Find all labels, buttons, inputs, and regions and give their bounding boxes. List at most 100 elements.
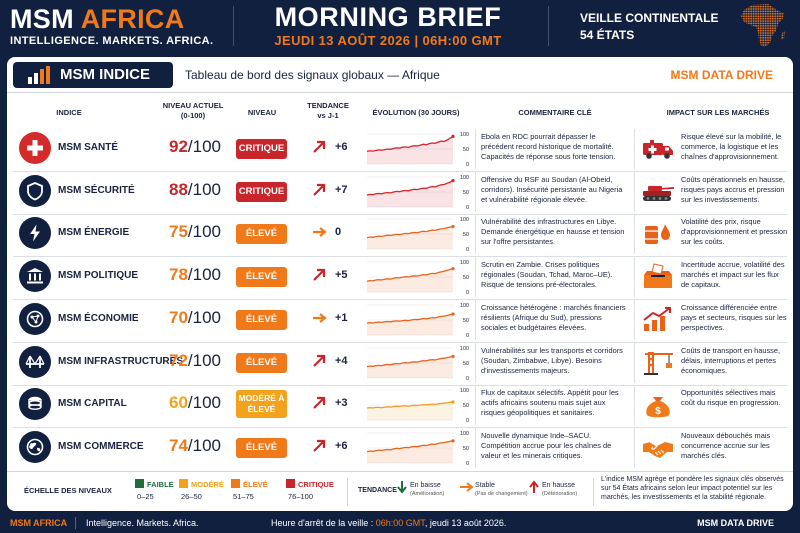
trend-value: +6 (335, 439, 348, 452)
legend-tendance-title: TENDANCE (358, 487, 397, 494)
sparkline-chart: 100 50 0 (366, 346, 469, 382)
trend-arrow (312, 354, 327, 374)
indice-icon-badge (19, 132, 51, 164)
impact-icon-wrap: $ (641, 391, 675, 424)
ballot-box-icon (644, 263, 672, 289)
legend-level: FAIBLE 0–25 (135, 479, 174, 501)
row-divider (13, 427, 787, 429)
oil-barrel-icon (645, 224, 670, 245)
col-header-tendance: TENDANCE vs J-1 (299, 101, 357, 121)
footer-brand: MSM AFRICA (10, 518, 68, 528)
sparkline-last-point (451, 178, 455, 182)
comment-text: Flux de capitaux sélectifs. Appétit pour… (481, 388, 619, 418)
coins-icon (28, 396, 42, 411)
row-divider (13, 256, 787, 258)
col-header-niveau: NIVEAU (247, 108, 277, 117)
comment-text: Vulnérabilités sur les transports et cor… (481, 345, 623, 375)
legend-down-label: En baisse (410, 482, 441, 489)
footer-cutoff-time: 06h:00 GMT (375, 518, 425, 528)
page-title: MORNING BRIEF (274, 2, 502, 32)
money-bag-icon: $ (646, 397, 670, 418)
veille-line2: 54 ÉTATS (580, 28, 635, 42)
trend-arrow (312, 311, 327, 331)
level-badge: ÉLEVÉ (236, 267, 287, 288)
sparkline-tick-label: 0 (466, 162, 469, 168)
sparkline-tick-label: 100 (460, 260, 469, 266)
row-divider (13, 213, 787, 215)
sparkline-area (367, 313, 453, 335)
legend-level: MODÉRÉ 26–50 (179, 479, 224, 501)
sparkline-series (366, 226, 454, 239)
legend-stable: Stable (Pas de changement) (475, 481, 528, 499)
brand-tagline: INTELLIGENCE. MARKETS. AFRICA. (10, 35, 214, 47)
card-header: MSM INDICE Tableau de bord des signaux g… (7, 57, 793, 93)
column-divider (634, 385, 635, 426)
sparkline-tick-label: 0 (466, 461, 469, 467)
comment-text: Vulnérabilité des infrastructures en Lib… (481, 217, 625, 247)
trend-value: 0 (335, 226, 342, 239)
legend-title: ÉCHELLE DES NIVEAUX (24, 486, 112, 495)
sparkline-tick-label: 50 (463, 232, 469, 238)
arrow-up-icon (529, 480, 539, 493)
trend-arrow (312, 225, 327, 245)
table-row: MSM INFRASTRUCTURES 72/100 ÉLEVÉ +4 100 50 0 Vu… (7, 341, 793, 386)
legend-up-label: En hausse (542, 482, 576, 489)
legend: ÉCHELLE DES NIVEAUX FAIBLE 0–25 MODÉRÉ 26–5… (7, 471, 793, 511)
impact-icon-wrap (641, 220, 675, 253)
trend-arrow (312, 140, 327, 160)
crane-icon (644, 351, 673, 375)
sparkline-tick-label: 50 (463, 318, 469, 324)
indice-score: 88/100 (169, 180, 229, 200)
sparkline-area (367, 268, 453, 293)
legend-down-sub: (Amélioration) (410, 491, 445, 497)
table-row: MSM ÉCONOMIE 70/100 ÉLEVÉ +1 100 50 0 Croissanc… (7, 298, 793, 343)
trend-arrow (312, 183, 327, 203)
sparkline-last-point (451, 400, 455, 404)
trend-flat-icon (313, 312, 327, 323)
brief-date: JEUDI 13 AOÛT 2026 | 06H:00 GMT (274, 33, 502, 48)
sparkline-tick-label: 50 (463, 275, 469, 281)
score-value: 60 (169, 393, 188, 413)
trend-flat-icon (313, 227, 327, 238)
legend-up-sub: (Détérioration) (542, 491, 578, 497)
impact-icon-wrap (641, 306, 675, 339)
header-divider (548, 6, 549, 46)
africa-map-icon (741, 4, 785, 47)
sparkline-tick-label: 50 (463, 147, 469, 153)
sparkline-tick-label: 100 (460, 217, 469, 223)
sparkline-series (366, 179, 454, 196)
col-header-niveau-actuel-text: NIVEAU ACTUEL (162, 101, 224, 110)
score-max: /100 (187, 393, 222, 413)
column-divider (634, 171, 635, 212)
indice-name: MSM ÉCONOMIE (58, 312, 139, 324)
column-divider (475, 214, 476, 255)
column-divider (634, 427, 635, 468)
sparkline-tick-label: 100 (460, 431, 469, 437)
score-max: /100 (187, 137, 222, 156)
row-divider (13, 341, 787, 343)
globe-network-icon (26, 310, 44, 328)
sparkline-area (367, 402, 453, 421)
legend-level: ÉLEVÉ 51–75 (231, 479, 268, 501)
score-max: /100 (187, 179, 222, 199)
sparkline-tick-label: 50 (463, 361, 469, 367)
sparkline-tick-label: 50 (463, 190, 469, 196)
legend-level-range: 76–100 (288, 492, 314, 501)
indice-name: MSM CAPITAL (58, 398, 127, 410)
sparkline-area (367, 355, 453, 378)
trend-up-icon (313, 268, 326, 281)
trend-value: +6 (335, 141, 348, 153)
trend-value: +1 (335, 311, 348, 324)
indice-icon-badge (19, 388, 51, 421)
level-badge: ÉLEVÉ (236, 352, 287, 373)
column-divider (475, 427, 476, 468)
indice-name: MSM SANTÉ (58, 142, 118, 153)
data-drive-label: MSM DATA DRIVE (670, 68, 773, 82)
impact-text: Volatilité des prix, risque d'approvisio… (681, 217, 788, 247)
row-divider (13, 384, 787, 386)
legend-divider (347, 478, 348, 506)
sparkline-tick-label: 100 (460, 346, 469, 352)
trend-value: +4 (335, 354, 348, 367)
ambulance-icon (643, 140, 673, 159)
indice-icon-badge (19, 345, 51, 378)
